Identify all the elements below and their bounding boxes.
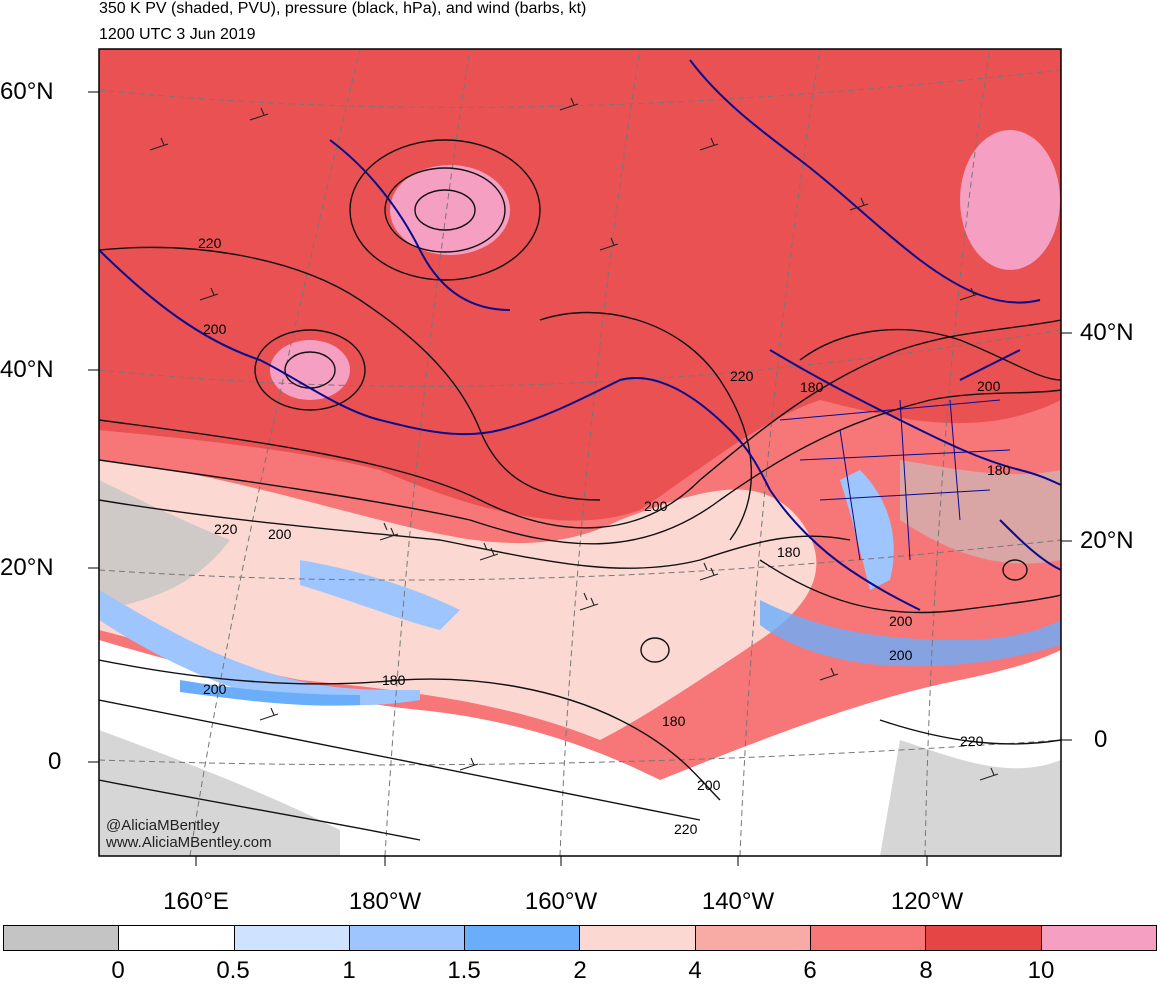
colorbar-swatch — [465, 926, 581, 950]
pv-shading-blue — [300, 560, 460, 630]
contour-label-group: 220 200 220 180 200 200 180 220 200 180 … — [198, 235, 1011, 837]
contour-label: 200 — [203, 321, 227, 337]
colorbar-label: 4 — [688, 957, 702, 984]
contour-label: 200 — [644, 498, 668, 514]
pv-shading-pink — [960, 130, 1060, 270]
lat-label-right: 0 — [1094, 726, 1108, 753]
credit-website: www.AliciaMBentley.com — [106, 834, 272, 851]
pv-shading-pink — [270, 340, 350, 400]
pv-shading-blue — [180, 680, 360, 706]
axis-ticks — [88, 91, 1072, 866]
colorbar-label: 8 — [919, 957, 933, 984]
pv-colorbar — [3, 925, 1157, 951]
contour-label: 180 — [800, 379, 824, 395]
lon-label: 180°W — [348, 888, 422, 915]
lat-lon-grid — [99, 49, 1061, 856]
colorbar-label: 0 — [111, 957, 125, 984]
contour-label: 180 — [987, 462, 1011, 478]
contour-label: 200 — [889, 647, 913, 663]
contour-label: 220 — [730, 368, 754, 384]
valid-time: 1200 UTC 3 Jun 2019 — [99, 26, 256, 43]
contour-label: 180 — [662, 713, 686, 729]
lat-label-right: 20°N — [1080, 527, 1134, 554]
colorbar-label: 6 — [803, 957, 817, 984]
contour-label: 200 — [889, 613, 913, 629]
pv-shading-blue — [760, 600, 1061, 667]
colorbar-swatch — [1041, 926, 1156, 950]
pv-shading-high — [99, 49, 1061, 521]
colorbar-swatch — [811, 926, 927, 950]
map-plot-area: 220 200 220 180 200 200 180 220 200 180 … — [99, 49, 1061, 856]
wind-barbs — [149, 97, 999, 781]
pv-shading-grey — [900, 460, 1061, 564]
lat-label-right: 40°N — [1080, 319, 1134, 346]
pv-shading-grey — [880, 740, 1061, 856]
pv-shading-white — [99, 640, 1061, 856]
colorbar-swatch — [119, 926, 235, 950]
colorbar-swatch — [4, 926, 120, 950]
lon-label: 160°E — [163, 888, 229, 915]
credit-handle: @AliciaMBentley — [106, 817, 220, 834]
contour-label: 220 — [214, 521, 238, 537]
colorbar-swatch — [234, 926, 350, 950]
lat-label-left: 60°N — [0, 78, 54, 105]
contour-label: 220 — [674, 821, 698, 837]
contour-label: 220 — [198, 235, 222, 251]
contour-label: 200 — [697, 777, 721, 793]
map-title: 350 K PV (shaded, PVU), pressure (black,… — [99, 0, 587, 17]
colorbar-swatch — [349, 926, 466, 950]
contour-label: 220 — [960, 733, 984, 749]
lon-label: 160°W — [524, 888, 598, 915]
colorbar-label: 1.5 — [447, 957, 481, 984]
contour-label: 200 — [203, 681, 227, 697]
pv-shading-pink — [390, 165, 510, 255]
state-boundaries — [779, 399, 1011, 561]
colorbar-swatch — [695, 926, 812, 950]
pressure-contours — [99, 139, 1061, 841]
pv-shading-grey — [99, 480, 230, 610]
contour-label: 180 — [382, 672, 406, 688]
colorbar-swatch — [580, 926, 696, 950]
colorbar-label: 1 — [342, 957, 356, 984]
map-border — [98, 48, 1062, 857]
lat-label-left: 0 — [48, 748, 62, 775]
lat-label-left: 40°N — [0, 356, 54, 383]
coastlines — [99, 59, 1061, 611]
contour-label: 200 — [268, 526, 292, 542]
contour-label: 200 — [977, 378, 1001, 394]
lat-label-left: 20°N — [0, 554, 54, 581]
pv-map: 220 200 220 180 200 200 180 220 200 180 … — [88, 48, 1072, 866]
colorbar-label: 2 — [573, 957, 587, 984]
colorbar-swatch — [926, 926, 1042, 950]
contour-label: 180 — [777, 544, 801, 560]
colorbar-label: 0.5 — [216, 957, 250, 984]
lon-label: 120°W — [890, 888, 964, 915]
colorbar-label: 10 — [1027, 957, 1055, 984]
lon-label: 140°W — [701, 888, 775, 915]
pv-shading-light-pink — [99, 460, 817, 740]
pv-shading-blue — [840, 470, 894, 590]
